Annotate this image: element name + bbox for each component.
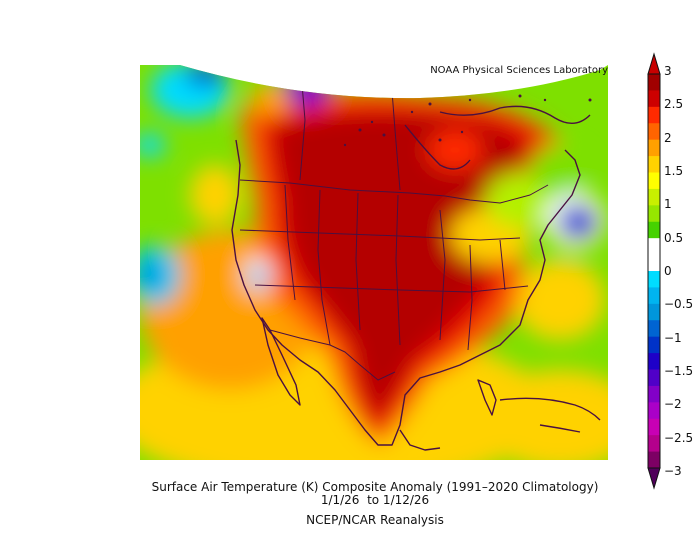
colorbar-tick-label: 3 xyxy=(664,64,672,78)
colorbar-swatch xyxy=(648,320,660,338)
colorbar-swatch xyxy=(648,271,660,288)
colorbar-swatch xyxy=(648,106,660,124)
map-title: Surface Air Temperature (K) Composite An… xyxy=(151,480,599,494)
date-range: 1/1/26 to 1/12/26 xyxy=(320,493,430,507)
political-borders xyxy=(239,65,549,381)
colorbar-tick-label: 0 xyxy=(664,264,672,278)
colorbar-swatch xyxy=(648,254,660,272)
colorbar-swatch xyxy=(648,435,660,453)
colorbar-tick-label: 1.5 xyxy=(664,164,684,178)
colorbar-swatch xyxy=(648,369,660,387)
colorbar-swatch xyxy=(648,418,660,436)
coastline xyxy=(231,105,601,451)
colorbar-swatch xyxy=(648,402,660,420)
colorbar-swatch xyxy=(648,238,660,256)
colorbar-swatch xyxy=(648,221,660,239)
colorbar-swatch xyxy=(648,353,660,370)
colorbar-swatch xyxy=(648,303,660,321)
colorbar xyxy=(647,52,661,490)
colorbar-tick-label: −1 xyxy=(664,330,682,345)
colorbar-min-arrow xyxy=(647,467,661,490)
colorbar-swatch xyxy=(648,156,660,173)
colorbar-tick-label: 2.5 xyxy=(664,97,684,112)
colorbar-tick-label: −2.5 xyxy=(664,430,694,445)
colorbar-tick-label: −2 xyxy=(664,397,682,412)
anomaly-field xyxy=(140,65,608,460)
colorbar-tick-label: 1 xyxy=(664,197,672,212)
colorbar-swatch xyxy=(648,139,660,157)
colorbar-frame xyxy=(647,73,661,469)
colorbar-swatch xyxy=(648,90,660,108)
colorbar-tick-label: −1.5 xyxy=(664,364,694,378)
colorbar-swatch xyxy=(648,188,660,206)
colorbar-swatch xyxy=(648,287,660,305)
colorbar-swatch xyxy=(648,336,660,354)
colorbar-max-arrow xyxy=(647,52,661,75)
data-source: NCEP/NCAR Reanalysis xyxy=(306,513,444,527)
arctic-islands xyxy=(343,94,592,147)
colorbar-swatch xyxy=(648,172,660,190)
colorbar-swatch xyxy=(648,123,660,141)
colorbar-swatch xyxy=(648,451,660,469)
colorbar-swatch xyxy=(648,74,660,91)
colorbar-swatch xyxy=(648,205,660,223)
credit-label: NOAA Physical Sciences Laboratory xyxy=(430,65,608,76)
colorbar-swatch xyxy=(648,385,660,403)
colorbar-tick-label: −3 xyxy=(664,464,682,478)
colorbar-tick-label: −0.5 xyxy=(664,297,694,312)
colorbar-tick-label: 0.5 xyxy=(664,230,684,245)
colorbar-tick-label: 2 xyxy=(664,130,672,145)
